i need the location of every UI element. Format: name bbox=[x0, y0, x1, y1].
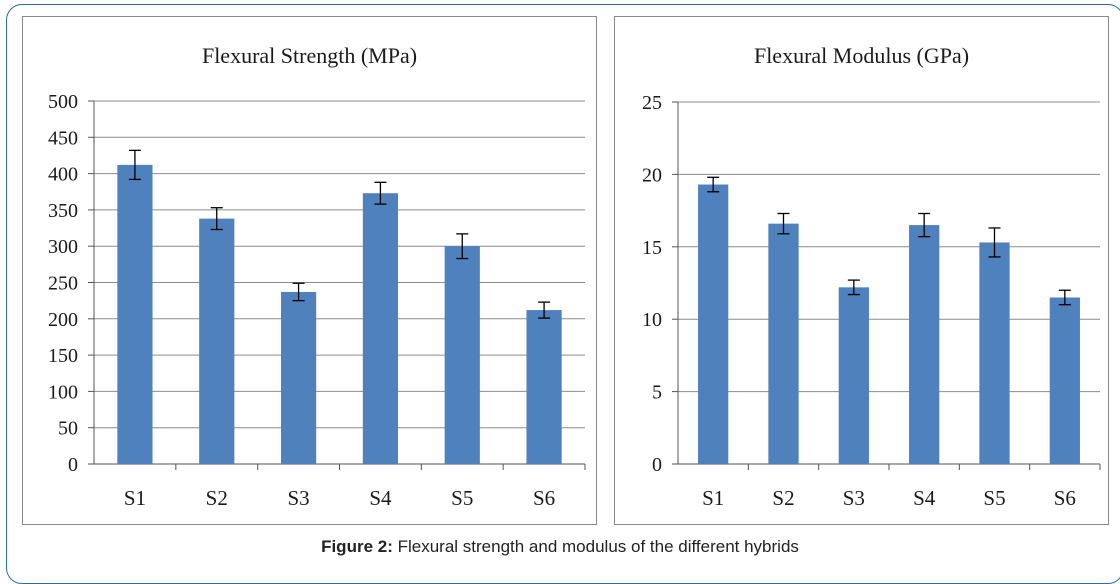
chart-plot-area: 0 50 100 150 200 250 300 350 400 450 500 S1 S2 S3 S4 S5… bbox=[48, 91, 586, 510]
y-tick-label: 100 bbox=[48, 381, 78, 403]
x-tick-label: S5 bbox=[451, 486, 473, 510]
y-tick-label: 0 bbox=[652, 454, 662, 476]
x-tick-label: S2 bbox=[206, 486, 228, 510]
x-tick-label: S1 bbox=[702, 486, 724, 510]
bar-s1 bbox=[117, 164, 153, 464]
y-tick-label: 250 bbox=[48, 273, 78, 295]
x-tick-label: S3 bbox=[287, 486, 309, 510]
x-tick-label: S1 bbox=[124, 486, 146, 510]
bar-s5 bbox=[444, 246, 480, 464]
chart-title: Flexural Strength (MPa) bbox=[201, 43, 418, 68]
bar-s2 bbox=[199, 218, 235, 464]
bar-s1 bbox=[698, 184, 729, 464]
y-tick-label: 50 bbox=[58, 418, 78, 440]
flexural-modulus-chart: Flexural Modulus (GPa) 0 5 10 15 20 25 S1 S2 S3 S… bbox=[614, 16, 1109, 525]
flexural-strength-chart: Flexural Strength (MPa) 0 50 100 150 200 250 3… bbox=[22, 16, 597, 525]
bar-s6 bbox=[526, 310, 562, 464]
y-tick-label: 350 bbox=[48, 200, 78, 222]
chart-title: Flexural Modulus (GPa) bbox=[753, 43, 970, 68]
x-tick-label: S6 bbox=[533, 486, 555, 510]
y-tick-label: 400 bbox=[48, 164, 78, 186]
x-tick-label: S2 bbox=[772, 486, 794, 510]
y-tick-label: 5 bbox=[652, 382, 662, 404]
x-tick-label: S4 bbox=[369, 486, 392, 510]
y-tick-label: 500 bbox=[48, 91, 78, 113]
x-tick-label: S4 bbox=[913, 486, 936, 510]
x-tick-label: S5 bbox=[983, 486, 1005, 510]
x-tick-label: S3 bbox=[843, 486, 865, 510]
figure-caption: Figure 2: Flexural strength and modulus … bbox=[0, 537, 1120, 557]
y-tick-label: 10 bbox=[642, 309, 662, 331]
y-tick-label: 200 bbox=[48, 309, 78, 331]
bar-s4 bbox=[909, 225, 940, 464]
y-tick-label: 300 bbox=[48, 236, 78, 258]
bar-s6 bbox=[1049, 297, 1080, 464]
caption-text: Flexural strength and modulus of the dif… bbox=[392, 537, 799, 556]
bar-s3 bbox=[838, 287, 869, 464]
y-tick-label: 20 bbox=[642, 164, 662, 186]
y-tick-label: 25 bbox=[642, 92, 662, 114]
y-tick-label: 150 bbox=[48, 345, 78, 367]
bar-s4 bbox=[362, 193, 399, 464]
bar-s3 bbox=[280, 291, 317, 464]
y-tick-label: 450 bbox=[48, 127, 78, 149]
bar-s5 bbox=[979, 242, 1010, 464]
caption-label: Figure 2: bbox=[321, 537, 393, 556]
chart-plot-area: 0 5 10 15 20 25 S1 S2 S3 S4 S5 S6 bbox=[642, 92, 1101, 510]
y-tick-label: 15 bbox=[642, 237, 662, 259]
x-tick-label: S6 bbox=[1054, 486, 1076, 510]
bar-s2 bbox=[768, 223, 799, 464]
y-tick-label: 0 bbox=[68, 454, 78, 476]
